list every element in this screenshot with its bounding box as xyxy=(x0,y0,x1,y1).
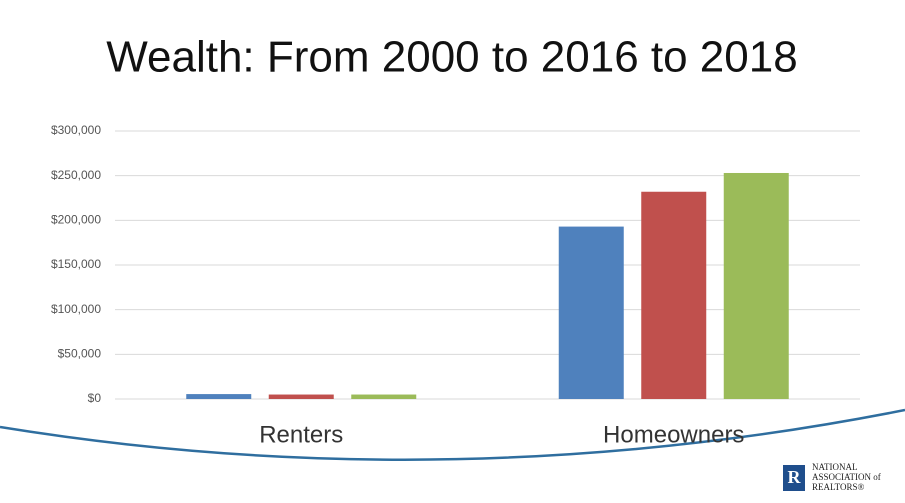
bar xyxy=(268,394,334,399)
bar xyxy=(641,191,707,399)
y-tick-label: $0 xyxy=(88,391,102,405)
y-tick-label: $250,000 xyxy=(51,168,101,182)
y-tick-label: $300,000 xyxy=(51,123,101,137)
logo-icon xyxy=(783,465,805,491)
y-tick-label: $100,000 xyxy=(51,302,101,316)
decorative-swoosh xyxy=(0,408,905,461)
bar xyxy=(351,394,417,399)
logo: R NATIONAL ASSOCIATION of REALTORS® xyxy=(783,462,881,492)
bar xyxy=(558,226,624,399)
y-tick-label: $150,000 xyxy=(51,257,101,271)
logo-text: REALTORS® xyxy=(812,482,865,492)
logo-text: NATIONAL xyxy=(812,462,858,472)
bar xyxy=(186,394,252,399)
x-tick-label: Renters xyxy=(259,421,343,448)
chart-title: Wealth: From 2000 to 2016 to 2018 xyxy=(106,33,797,82)
x-tick-label: Homeowners xyxy=(603,421,744,448)
logo-mark: R xyxy=(788,467,802,487)
logo-text: ASSOCIATION of xyxy=(812,472,881,482)
bar xyxy=(723,172,789,399)
y-tick-label: $50,000 xyxy=(58,347,102,361)
y-tick-label: $200,000 xyxy=(51,213,101,227)
plot: $0 $50,000 $100,000 $150,000 $200,000 $250,00… xyxy=(51,123,860,448)
